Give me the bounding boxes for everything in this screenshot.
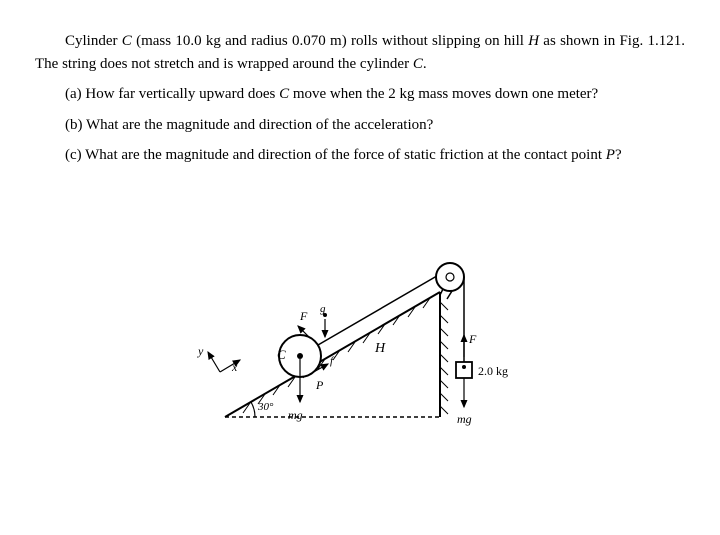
text-fragment: ? [615, 147, 622, 163]
x-axis-label: x [231, 360, 238, 374]
var-h: H [528, 33, 539, 49]
part-a: (a) How far vertically upward does C mov… [35, 83, 685, 106]
text-fragment: . [423, 56, 427, 72]
c-label: C [277, 347, 286, 362]
mg-label-2: mg [457, 412, 472, 426]
y-axis-label: y [197, 344, 204, 358]
text-fragment: move when the 2 kg mass moves down one m… [289, 86, 598, 102]
text-fragment: (mass 10.0 kg and radius 0.070 m) rolls … [132, 33, 528, 49]
F-label-1: F [299, 309, 308, 323]
problem-intro: Cylinder C (mass 10.0 kg and radius 0.07… [35, 30, 685, 75]
angle-label: 30° [257, 401, 274, 413]
var-c: C [122, 33, 132, 49]
physics-diagram: 30° C P f mg g F 2.0 kg F mg H y x [170, 207, 550, 437]
text-fragment: (a) How far vertically upward does [65, 86, 279, 102]
mass-label: 2.0 kg [478, 364, 508, 378]
text-fragment: (c) What are the magnitude and direction… [65, 147, 606, 163]
var-c: C [279, 86, 289, 102]
f-label: f [330, 355, 335, 367]
figure-container: 30° C P f mg g F 2.0 kg F mg H y x [35, 207, 685, 437]
var-p: P [606, 147, 615, 163]
g-label: g [320, 303, 326, 315]
text-fragment: Cylinder [65, 33, 122, 49]
part-b: (b) What are the magnitude and direction… [35, 114, 685, 137]
mg-label-1: mg [288, 408, 303, 422]
H-label: H [374, 341, 386, 356]
var-c2: C [413, 56, 423, 72]
p-label: P [315, 378, 324, 392]
F-label-2: F [468, 332, 477, 346]
part-c: (c) What are the magnitude and direction… [35, 144, 685, 167]
